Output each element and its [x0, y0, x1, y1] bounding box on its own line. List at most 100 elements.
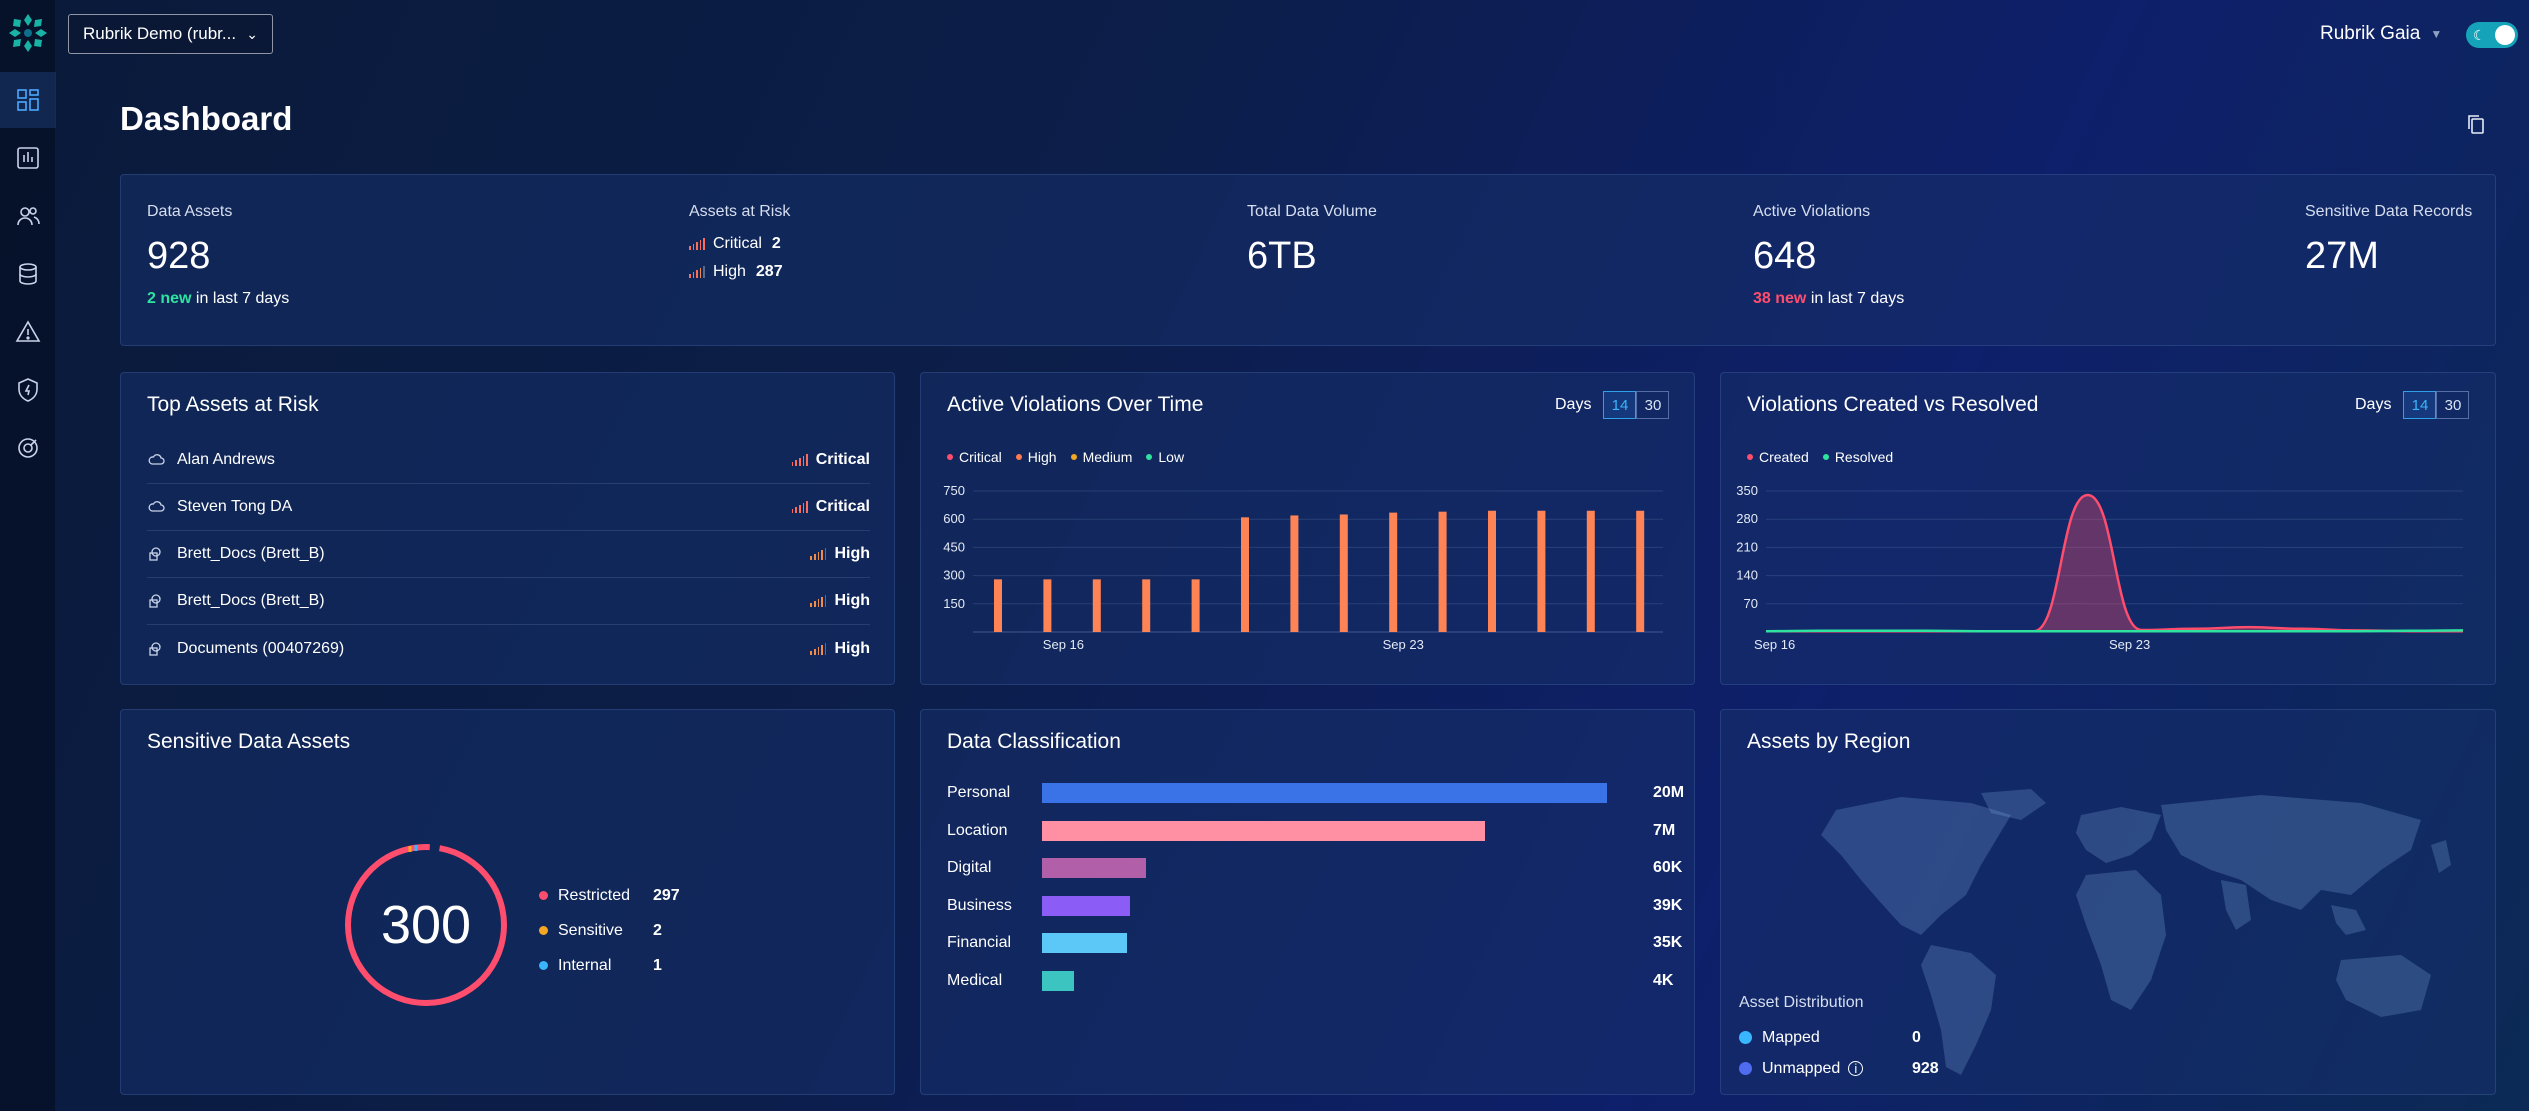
rubrik-logo-icon[interactable] — [7, 12, 49, 54]
severity-label: Critical — [815, 498, 870, 515]
database-icon — [19, 263, 37, 285]
stat-value: 27M — [2305, 235, 2379, 277]
classification-bar — [1042, 933, 1127, 953]
legend-label: High — [1027, 449, 1057, 465]
legend-label: Created — [1759, 449, 1809, 465]
bar[interactable] — [1488, 510, 1496, 632]
risk-label: High — [713, 263, 746, 280]
stat-sub: 2 new in last 7 days — [147, 290, 289, 308]
bar[interactable] — [1339, 514, 1348, 633]
violations-bar-chart: 150 300 450 600 750 Sep 16 Sep 23 — [943, 483, 1663, 652]
legend-dot — [1146, 454, 1153, 460]
asset-row[interactable]: Alan Andrews Critical — [147, 437, 870, 484]
stat-total-volume[interactable]: Total Data Volume 6TB — [1247, 203, 1377, 278]
bar[interactable] — [1389, 512, 1398, 632]
days-30-button[interactable]: 30 — [1636, 391, 1670, 419]
legend-dot — [539, 926, 548, 935]
bar[interactable] — [1043, 579, 1052, 632]
info-icon[interactable]: i — [1848, 1061, 1864, 1076]
legend-label: Resolved — [1834, 449, 1894, 465]
classification-row[interactable]: Digital 60K — [947, 855, 1687, 881]
nav-violations[interactable] — [0, 304, 56, 360]
stat-data-assets[interactable]: Data Assets 928 2 new in last 7 days — [147, 203, 289, 308]
risk-value: 2 — [771, 235, 781, 252]
severity-bars-icon — [689, 238, 705, 250]
nav-data-sources[interactable] — [0, 246, 56, 302]
bar[interactable] — [1290, 515, 1299, 632]
classification-row[interactable]: Personal 20M — [947, 780, 1687, 806]
classification-row[interactable]: Business 39K — [947, 893, 1687, 919]
stat-assets-at-risk[interactable]: Assets at Risk Critical 2 High 287 — [689, 203, 790, 281]
chart-legend: Critical High Medium Low — [947, 449, 1184, 465]
panel-title: Top Assets at Risk — [147, 393, 319, 416]
asset-name: Brett_Docs (Brett_B) — [177, 592, 325, 609]
classification-bar — [1042, 858, 1146, 878]
legend-resolved[interactable]: Resolved — [1822, 449, 1894, 465]
legend-mapped[interactable]: Mapped 0 — [1739, 1022, 1939, 1053]
stat-label: Total Data Volume — [1247, 203, 1377, 220]
sensitivity-donut[interactable] — [341, 840, 511, 1010]
classification-row[interactable]: Location 7M — [947, 818, 1687, 844]
classification-label: Medical — [947, 971, 1003, 989]
bar[interactable] — [1537, 510, 1546, 632]
y-tick-label: 210 — [1736, 539, 1758, 554]
nav-users[interactable] — [0, 188, 56, 244]
classification-row[interactable]: Financial 35K — [947, 930, 1687, 956]
severity-label: Critical — [815, 451, 870, 468]
legend-unmapped[interactable]: Unmapped i 928 — [1739, 1053, 1939, 1084]
bar[interactable] — [1586, 510, 1595, 632]
stat-label: Data Assets — [147, 203, 233, 220]
legend-low[interactable]: Low — [1146, 449, 1184, 465]
asset-row[interactable]: Brett_Docs (Brett_B) High — [147, 531, 870, 578]
asset-row[interactable]: Documents (00407269) High — [147, 625, 870, 672]
bar[interactable] — [1438, 511, 1447, 632]
asset-row[interactable]: Steven Tong DA Critical — [147, 484, 870, 531]
nav-reports[interactable] — [0, 130, 56, 186]
copy-icon[interactable] — [2464, 112, 2490, 138]
bar[interactable] — [1092, 579, 1101, 632]
severity-bars-icon — [810, 548, 827, 560]
chart-legend: Created Resolved — [1747, 449, 1893, 465]
days-14-button[interactable]: 14 — [2403, 391, 2437, 419]
classification-value: 4K — [1653, 971, 1674, 989]
shield-icon — [18, 378, 38, 402]
assets-by-region-panel: Assets by Region Asset Distribution Mapp… — [1720, 709, 2496, 1095]
sensitivity-legend-row[interactable]: Sensitive 2 — [539, 913, 680, 948]
bar[interactable] — [1241, 517, 1249, 632]
sensitivity-legend-row[interactable]: Internal 1 — [539, 948, 680, 983]
stat-sensitive-records[interactable]: Sensitive Data Records 27M — [2305, 203, 2472, 278]
asset-row[interactable]: Brett_Docs (Brett_B) High — [147, 578, 870, 625]
bar[interactable] — [1636, 510, 1645, 632]
severity-bars-icon — [791, 454, 808, 466]
legend-high[interactable]: High — [1015, 449, 1057, 465]
asset-name: Brett_Docs (Brett_B) — [177, 545, 325, 562]
stat-active-violations[interactable]: Active Violations 648 38 new in last 7 d… — [1753, 203, 1904, 308]
legend-created[interactable]: Created — [1747, 449, 1809, 465]
legend-critical[interactable]: Critical — [947, 449, 1002, 465]
user-menu[interactable]: Rubrik Gaia ▼ — [2320, 22, 2442, 46]
days-14-button[interactable]: 14 — [1603, 391, 1637, 419]
classification-row[interactable]: Medical 4K — [947, 968, 1687, 994]
legend-dot — [1070, 454, 1077, 460]
nav-policies[interactable] — [0, 362, 56, 418]
days-30-button[interactable]: 30 — [2436, 391, 2470, 419]
asset-severity: High — [810, 592, 870, 610]
bar[interactable] — [994, 579, 1002, 632]
nav-dashboard[interactable] — [0, 72, 56, 128]
theme-toggle[interactable]: ☾ — [2466, 22, 2518, 48]
resolved-line[interactable] — [1765, 629, 2464, 633]
bar[interactable] — [1142, 579, 1151, 632]
asset-severity: Critical — [791, 451, 870, 469]
panel-title: Data Classification — [947, 730, 1121, 753]
sensitivity-legend-row[interactable]: Restricted 297 — [539, 878, 680, 913]
legend-label: Mapped — [1762, 1028, 1820, 1046]
legend-label: Sensitive — [558, 921, 623, 939]
legend-medium[interactable]: Medium — [1070, 449, 1132, 465]
nav-settings[interactable] — [0, 420, 56, 476]
tenant-selector[interactable]: Rubrik Demo (rubr... ⌄ — [68, 14, 273, 54]
classification-value: 20M — [1653, 784, 1685, 801]
world-map[interactable] — [1741, 785, 2481, 1085]
bar[interactable] — [1191, 579, 1200, 632]
legend-dot — [1822, 454, 1829, 460]
donut-restricted-arc — [345, 844, 507, 1006]
